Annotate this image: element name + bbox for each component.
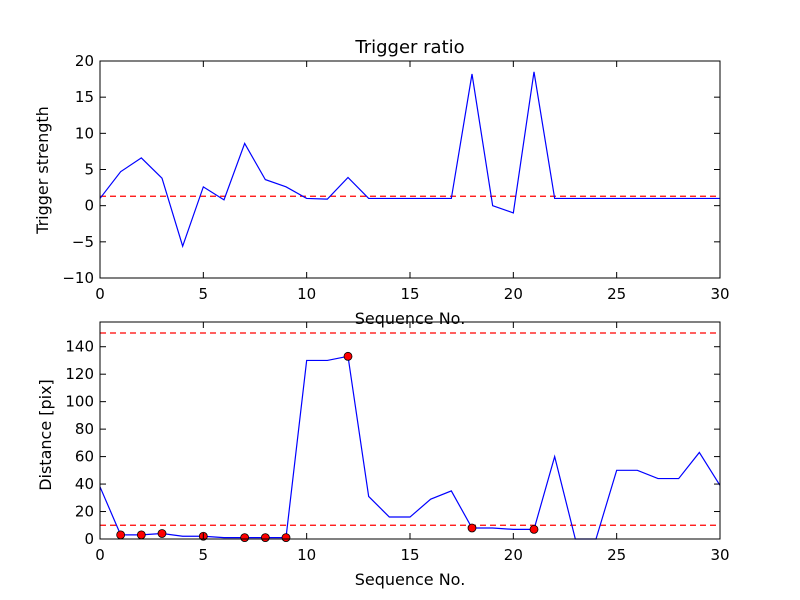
y-tick-label: 15: [75, 88, 94, 106]
plot-marks: [99, 71, 720, 249]
y-tick-label: 20: [75, 503, 94, 521]
x-tick-label: 0: [95, 546, 105, 564]
y-tick-label: 120: [65, 365, 94, 383]
y-tick-label: −5: [72, 233, 94, 251]
data-point: [529, 524, 539, 534]
x-axis-label: Sequence No.: [355, 309, 466, 328]
x-tick-label: 20: [504, 546, 523, 564]
data-point: [136, 530, 146, 540]
y-tick-label: 0: [84, 197, 94, 215]
x-tick-label: 25: [607, 546, 626, 564]
tick-marks: 0 5 10 15 20 25 30 20 15 10 5 0 −5 −10: [62, 52, 729, 303]
x-tick-label: 15: [400, 285, 419, 303]
y-tick-label: 80: [75, 420, 94, 438]
x-tick-label: 20: [504, 285, 523, 303]
data-point: [343, 351, 353, 361]
x-tick-label: 10: [297, 285, 316, 303]
x-tick-label: 10: [297, 546, 316, 564]
y-axis-label: Trigger strength: [33, 106, 52, 235]
y-tick-label: 60: [75, 448, 94, 466]
x-tick-label: 5: [199, 285, 209, 303]
chart-title: Trigger ratio: [354, 37, 464, 58]
x-tick-label: 25: [607, 285, 626, 303]
y-axis-label: Distance [pix]: [36, 379, 55, 491]
x-tick-label: 0: [95, 285, 105, 303]
y-tick-label: 10: [75, 124, 94, 142]
series-line: [99, 71, 720, 249]
data-point: [260, 533, 270, 543]
distance-chart: 0 5 10 15 20 25 30 140 120 100 80 60 40 20 0 Sequence …: [36, 321, 730, 589]
plot-frame: [99, 60, 721, 279]
x-tick-label: 30: [710, 546, 729, 564]
data-point: [116, 530, 126, 540]
plot-frame: [99, 321, 721, 540]
data-point: [157, 529, 167, 538]
y-tick-label: 100: [65, 393, 94, 411]
y-tick-label: 5: [84, 161, 94, 179]
y-tick-label: 0: [84, 530, 94, 548]
x-tick-label: 15: [400, 546, 419, 564]
trigger-ratio-chart: Trigger ratio 0 5 10 15 20 25 3020151050−5−10 …: [33, 37, 730, 328]
y-tick-label: 20: [75, 52, 94, 70]
y-tick-label: 140: [65, 338, 94, 356]
data-point: [240, 533, 250, 543]
data-point: [281, 533, 291, 543]
tick-marks: 0 5 10 15 20 25 30 140 120 100 80 60 40 20 0: [65, 322, 730, 564]
y-tick-label: −10: [62, 269, 94, 287]
x-axis-label: Sequence No.: [355, 570, 466, 589]
x-tick-label: 5: [199, 546, 209, 564]
y-tick-label: 40: [75, 475, 94, 493]
data-point: [467, 523, 477, 533]
x-tick-label: 30: [710, 285, 729, 303]
